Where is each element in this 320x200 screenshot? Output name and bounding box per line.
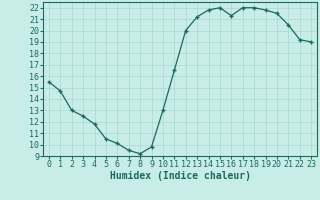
X-axis label: Humidex (Indice chaleur): Humidex (Indice chaleur): [109, 171, 251, 181]
